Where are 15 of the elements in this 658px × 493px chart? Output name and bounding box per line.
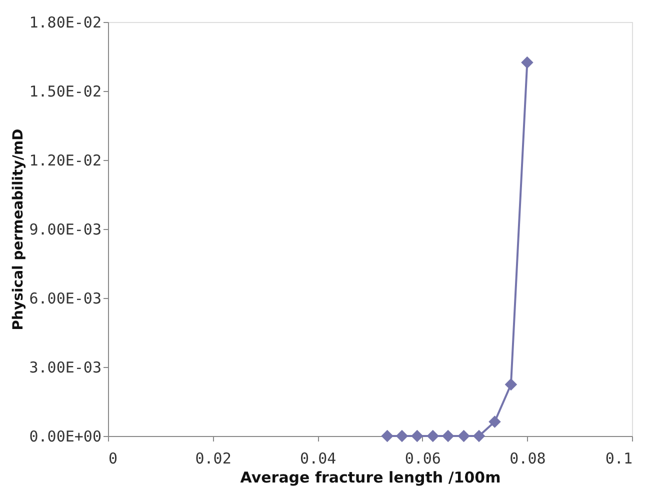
y-tick-label: 9.00E-03 — [29, 220, 102, 238]
y-tick-label: 6.00E-03 — [29, 290, 102, 308]
y-tick-label: 1.20E-02 — [29, 152, 102, 170]
y-tick-label: 1.80E-02 — [29, 14, 102, 32]
x-tick-label: 0 — [108, 450, 118, 468]
x-axis-title: Average fracture length /100m — [240, 468, 501, 486]
x-tick-label: 0.06 — [404, 450, 441, 468]
x-tick-label: 0.08 — [510, 450, 546, 468]
y-axis-title: Physical permeability/mD — [10, 128, 26, 330]
x-tick-label: 0.1 — [605, 450, 632, 468]
x-tick-label: 0.04 — [300, 450, 336, 468]
x-tick-label: 0.02 — [195, 450, 232, 468]
y-tick-label: 3.00E-03 — [29, 358, 102, 376]
y-tick-label: 0.00E+00 — [29, 428, 102, 446]
y-tick-label: 1.50E-02 — [29, 82, 102, 100]
